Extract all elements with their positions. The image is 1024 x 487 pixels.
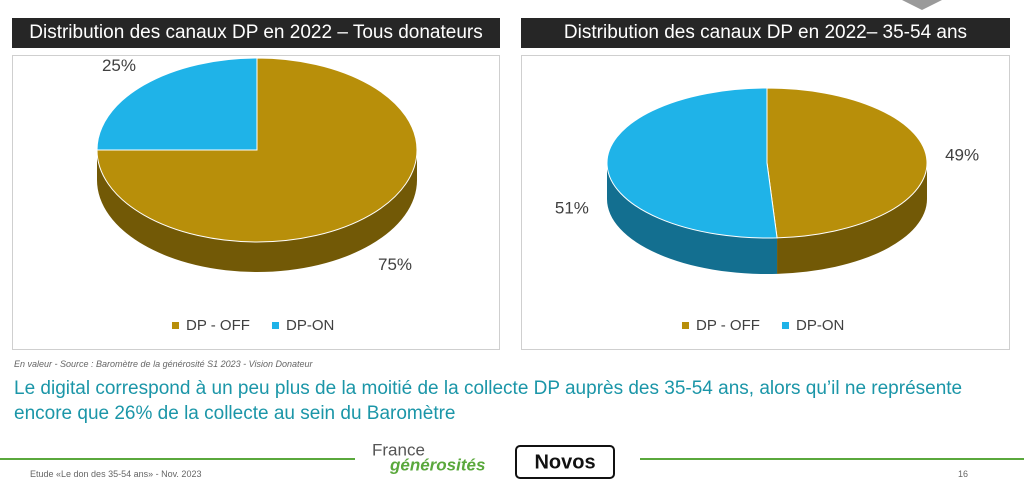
pie-slice <box>96 57 258 151</box>
conclusion: Le digital correspond à un peu plus de l… <box>14 378 963 424</box>
pie-slice <box>766 87 928 239</box>
pie-slice <box>606 87 778 239</box>
pie-side <box>97 150 417 272</box>
pie-side <box>607 163 778 274</box>
decor-arrow <box>902 0 942 10</box>
legend-label: DP - OFF <box>186 317 250 334</box>
pie-side <box>777 163 927 274</box>
data-label: 75% <box>378 255 412 274</box>
logo-box <box>515 445 615 479</box>
chart-frame <box>521 55 1010 350</box>
data-label: 51% <box>555 199 589 218</box>
legend-label: DP-ON <box>286 317 334 334</box>
logo-text: France <box>372 440 425 459</box>
page-number: 16 <box>958 469 969 479</box>
chart-title: Distribution des canaux DP en 2022 – Tou… <box>12 18 500 48</box>
logo-text: Novos <box>534 451 595 473</box>
legend-label: DP - OFF <box>696 317 760 334</box>
legend-label: DP-ON <box>796 317 844 334</box>
logo-text: générosités <box>389 455 485 474</box>
chart-frame <box>12 55 500 350</box>
legend-swatch <box>172 322 179 329</box>
data-label: 49% <box>945 146 979 165</box>
chart-title: Distribution des canaux DP en 2022– 35-5… <box>521 18 1010 48</box>
data-label: 25% <box>102 56 136 75</box>
legend-swatch <box>272 322 279 329</box>
source-note: En valeur - Source : Baromètre de la gén… <box>14 359 313 369</box>
legend-swatch <box>782 322 789 329</box>
footer-text: Etude «Le don des 35-54 ans» - Nov. 2023 <box>30 469 202 479</box>
legend-swatch <box>682 322 689 329</box>
